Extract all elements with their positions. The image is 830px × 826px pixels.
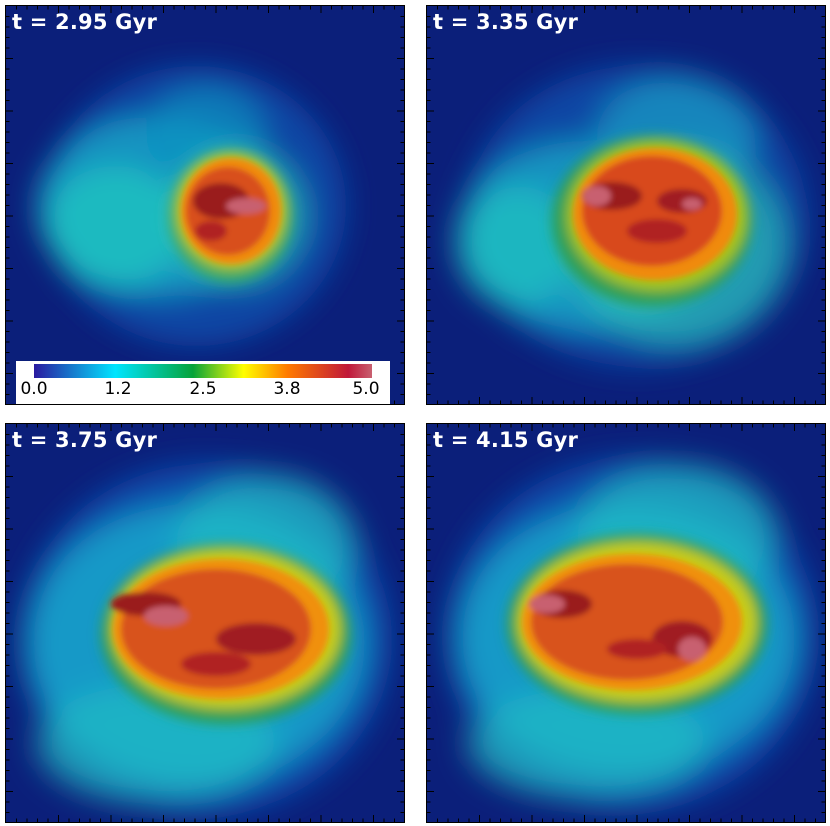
simulation-image (6, 424, 404, 822)
colorbar-tick-label: 3.8 (273, 379, 301, 399)
simulation-image (427, 6, 825, 404)
simulation-image (6, 6, 404, 404)
time-label: t = 4.15 Gyr (433, 428, 579, 452)
panel-t415: t = 4.15 Gyr (426, 423, 826, 823)
panel-t335: t = 3.35 Gyr (426, 5, 826, 405)
colorbar-tick-label: 5.0 (352, 379, 380, 399)
time-label: t = 3.35 Gyr (433, 10, 579, 34)
panel-t375: t = 3.75 Gyr (5, 423, 405, 823)
colorbar-tick-label: 2.5 (189, 379, 217, 399)
simulation-image (427, 424, 825, 822)
colorbar-gradient (34, 364, 372, 378)
time-label: t = 2.95 Gyr (12, 10, 158, 34)
colorbar-tick-label: 0.0 (20, 379, 48, 399)
time-label: t = 3.75 Gyr (12, 428, 158, 452)
colorbar-tick-label: 1.2 (104, 379, 132, 399)
panel-t295: t = 2.95 Gyr 0.0 1.2 2.5 3.8 5.0 (5, 5, 405, 405)
colorbar: 0.0 1.2 2.5 3.8 5.0 (16, 361, 390, 404)
